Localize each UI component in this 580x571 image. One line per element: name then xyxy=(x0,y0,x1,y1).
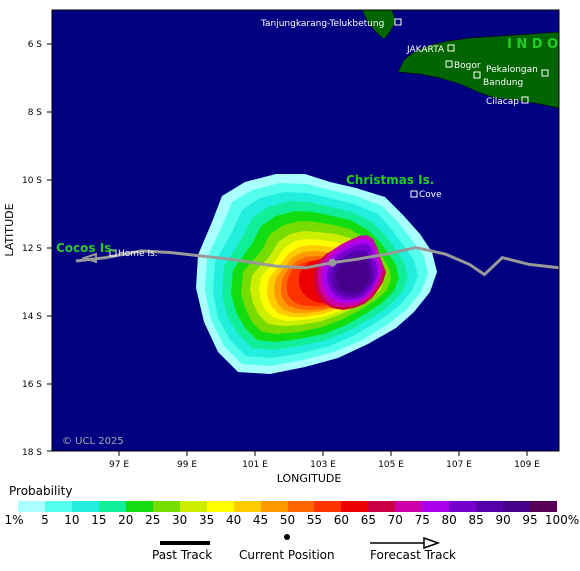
current-position-key-label: Current Position xyxy=(239,548,335,562)
colorbar-swatch xyxy=(476,501,504,512)
x-tick-label: 107 E xyxy=(446,460,472,470)
colorbar-swatch xyxy=(125,501,153,512)
forecast-arrowhead xyxy=(80,252,97,264)
y-tick-label: 8 S xyxy=(28,108,43,118)
town-marker-jakarta xyxy=(447,44,455,52)
colorbar-swatch xyxy=(530,501,558,512)
colorbar-swatch xyxy=(368,501,396,512)
colorbar-swatch xyxy=(449,501,477,512)
colorbar-swatch xyxy=(422,501,450,512)
colorbar-swatch xyxy=(395,501,423,512)
map-frame xyxy=(51,9,560,452)
x-tick-label: 101 E xyxy=(242,460,268,470)
town-marker-tanjungkarang xyxy=(394,18,402,26)
x-tick-label: 105 E xyxy=(378,460,404,470)
colorbar-swatch xyxy=(503,501,531,512)
colorbar-label: 15 xyxy=(91,513,107,527)
java-land xyxy=(397,31,559,109)
probability-colorbar-labels: 1% 5 10 15 20 25 30 35 40 45 50 55 60 65 70 75 80 85 90 95 1… xyxy=(0,513,580,527)
forecast-track-key-label: Forecast Track xyxy=(370,548,456,562)
current-position-key-dot xyxy=(284,534,290,540)
x-tick-label: 109 E xyxy=(514,460,540,470)
y-tick-label: 6 S xyxy=(28,40,43,50)
colorbar-swatch xyxy=(260,501,288,512)
current-position-marker xyxy=(328,258,337,267)
map-credit: © UCL 2025 xyxy=(62,436,124,447)
colorbar-label: 20 xyxy=(118,513,134,527)
town-marker-cilacap xyxy=(521,96,529,104)
x-axis-title: LONGITUDE xyxy=(277,472,342,485)
x-axis: 97 E 99 E 101 E 103 E 105 E 107 E 109 E xyxy=(109,460,540,470)
colorbar-label: 10 xyxy=(64,513,80,527)
town-marker-bogor xyxy=(445,60,453,68)
colorbar-label: 60 xyxy=(333,513,350,527)
y-tick-label: 14 S xyxy=(22,312,42,322)
colorbar-label: 55 xyxy=(306,513,323,527)
sumatra-land xyxy=(361,10,397,40)
region-label-cocos-islands: Cocos Is. xyxy=(56,241,116,255)
colorbar-label: 65 xyxy=(360,513,376,527)
colorbar-label: 75 xyxy=(414,513,430,527)
colorbar-label: 30 xyxy=(172,513,188,527)
y-tick-label: 16 S xyxy=(22,380,42,390)
colorbar-label: 40 xyxy=(225,513,242,527)
colorbar-swatch xyxy=(314,501,342,512)
colorbar-swatch xyxy=(44,501,72,512)
colorbar-swatch xyxy=(206,501,234,512)
place-label-home-is: Home Is. xyxy=(118,249,158,259)
place-label-jakarta: JAKARTA xyxy=(406,45,445,55)
place-label-bandung: Bandung xyxy=(483,78,523,88)
place-label-pekalongan: Pekalongan xyxy=(486,65,538,75)
town-marker-cove xyxy=(410,190,418,198)
x-tick-label: 99 E xyxy=(177,460,197,470)
y-tick-label: 12 S xyxy=(22,244,42,254)
y-tick-label: 18 S xyxy=(22,448,42,458)
colorbar-swatch xyxy=(179,501,207,512)
colorbar-swatch xyxy=(71,501,99,512)
colorbar-swatch xyxy=(233,501,261,512)
colorbar-label: 25 xyxy=(145,513,161,527)
place-label-bogor: Bogor xyxy=(454,61,481,71)
y-tick-label: 10 S xyxy=(22,176,42,186)
colorbar-label: 80 xyxy=(441,513,457,527)
x-tick-label: 97 E xyxy=(109,460,129,470)
colorbar-label: 45 xyxy=(252,513,269,527)
past-track-key-label: Past Track xyxy=(152,548,213,562)
colorbar-label: 70 xyxy=(387,513,403,527)
place-label-cilacap: Cilacap xyxy=(486,97,519,107)
place-label-cove: Cove xyxy=(419,190,442,200)
colorbar-label: 95 xyxy=(522,513,538,527)
place-label-tanjungkarang: Tanjungkarang-Telukbetung xyxy=(260,19,384,29)
colorbar-swatch xyxy=(98,501,126,512)
colorbar-swatch xyxy=(18,501,45,512)
legend-title: Probability xyxy=(9,484,73,498)
region-label-indonesia: I N D O xyxy=(507,37,558,52)
colorbar-label: 5 xyxy=(41,513,49,527)
colorbar-swatch xyxy=(341,501,369,512)
colorbar-swatch xyxy=(152,501,180,512)
probability-colorbar xyxy=(18,501,558,512)
colorbar-label: 35 xyxy=(199,513,215,527)
colorbar-label: 90 xyxy=(495,513,511,527)
past-track-line xyxy=(332,245,559,277)
y-axis-title: LATITUDE xyxy=(3,203,16,256)
town-marker-pekalongan xyxy=(541,69,549,77)
region-label-christmas-island: Christmas Is. xyxy=(346,173,434,187)
colorbar-label: 85 xyxy=(468,513,484,527)
town-marker-bandung xyxy=(473,71,481,79)
colorbar-label: 50 xyxy=(279,513,296,527)
y-axis: 6 S 8 S 10 S 12 S 14 S 16 S 18 S xyxy=(22,40,42,458)
forecast-track-key-arrow xyxy=(423,536,441,550)
colorbar-swatch xyxy=(287,501,315,512)
town-marker-home-is xyxy=(109,249,117,257)
x-tick-label: 103 E xyxy=(310,460,336,470)
colorbar-label: 1% xyxy=(4,513,24,527)
colorbar-label: 100% xyxy=(544,513,580,527)
